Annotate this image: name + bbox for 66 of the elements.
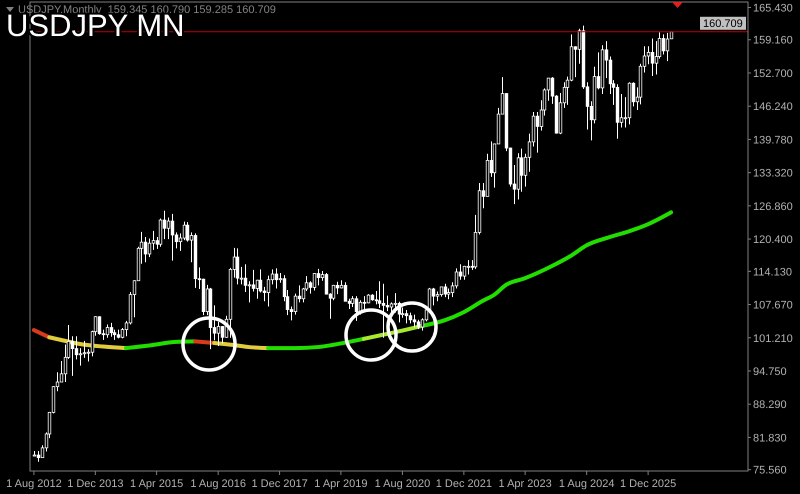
x-tick-label: 1 Aug 2020	[374, 478, 430, 490]
candlestick	[252, 269, 256, 292]
candlestick	[378, 280, 382, 308]
candlestick	[74, 336, 78, 360]
candlestick	[394, 292, 398, 314]
candlestick	[244, 264, 248, 293]
y-tick-label: 107.670	[753, 300, 793, 312]
y-tick-label: 88.290	[753, 399, 787, 412]
candlestick	[404, 310, 408, 324]
x-tick-label: 1 Dec 2013	[67, 478, 124, 490]
candlestick	[416, 319, 420, 330]
candlestick	[366, 294, 370, 304]
y-tick-label: 159.160	[753, 34, 793, 47]
y-tick-label: 75.560	[753, 464, 787, 477]
candlestick	[36, 450, 40, 462]
candlestick	[324, 272, 328, 296]
candlestick	[170, 213, 174, 262]
candlestick	[316, 268, 320, 286]
candlestick	[412, 314, 416, 328]
x-tick-label: 1 Dec 2025	[620, 478, 676, 490]
candlestick	[152, 230, 156, 250]
candlestick	[382, 283, 386, 338]
candlestick	[106, 324, 110, 338]
candlestick	[386, 295, 390, 312]
x-tick-label: 1 Aug 2012	[6, 478, 62, 490]
candlestick	[274, 268, 278, 289]
x-tick-label: 1 Aug 2016	[190, 478, 246, 490]
candlestick	[60, 360, 64, 383]
candlestick	[454, 268, 458, 289]
candlestick	[446, 288, 450, 300]
y-tick-label: 126.860	[753, 200, 793, 213]
candlestick	[312, 272, 316, 291]
y-tick-label: 101.210	[753, 332, 793, 345]
y-tick-label: 139.780	[753, 134, 793, 146]
y-tick-label: 94.750	[753, 366, 787, 378]
candlestick	[166, 216, 170, 240]
y-tick-label: 146.240	[753, 101, 793, 114]
y-tick-label: 120.400	[753, 234, 793, 246]
x-tick-label: 1 Apr 2019	[314, 478, 368, 490]
candlestick	[646, 46, 650, 65]
candlestick	[390, 302, 394, 314]
candlestick	[662, 34, 666, 55]
line-series	[420, 210, 674, 328]
y-tick-label: 81.830	[753, 432, 787, 444]
candlestick	[256, 279, 260, 300]
candlestick	[432, 287, 436, 306]
ref-line-label: 160.709	[703, 18, 743, 30]
x-tick-label: 1 Apr 2023	[498, 478, 552, 490]
y-tick-label: 165.430	[753, 2, 793, 15]
y-tick-label: 152.700	[753, 68, 793, 80]
candlestick	[216, 321, 220, 347]
candlestick	[110, 322, 114, 338]
x-tick-label: 1 Aug 2024	[558, 478, 615, 490]
x-tick-label: 1 Dec 2017	[251, 478, 308, 490]
candlestick	[444, 283, 448, 298]
line-series	[124, 339, 198, 350]
candlestick	[336, 281, 340, 295]
x-tick-label: 1 Dec 2021	[436, 478, 492, 490]
candlestick	[70, 336, 74, 376]
candlestick	[440, 286, 444, 298]
line-series	[47, 335, 128, 350]
y-tick-label: 114.130	[753, 266, 792, 278]
x-tick-label: 1 Apr 2015	[130, 478, 184, 490]
candlestick	[666, 32, 670, 62]
line-series	[266, 336, 366, 350]
y-tick-label: 133.320	[753, 168, 793, 180]
